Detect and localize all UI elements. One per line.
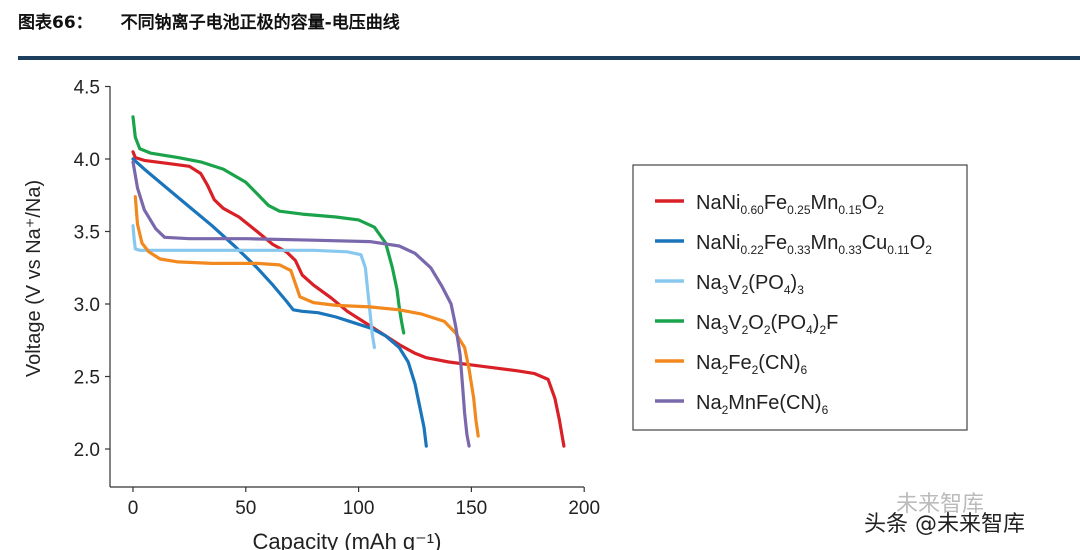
legend-label-part: 2 <box>819 323 826 337</box>
legend-label-part: 2 <box>877 203 884 217</box>
legend-label-part: 2 <box>752 363 759 377</box>
legend-label-part: 4 <box>784 283 791 297</box>
legend-box <box>632 164 968 431</box>
legend-label-part: Na <box>696 232 722 254</box>
legend-label-part: Na <box>696 392 722 414</box>
figure-title: 不同钠离子电池正极的容量-电压曲线 <box>120 13 400 33</box>
legend-label-part: F <box>826 312 838 334</box>
header-rule <box>18 56 1080 60</box>
legend-label-part: V <box>728 312 742 334</box>
legend-label-part: 0.15 <box>838 203 862 217</box>
curve-Na2MnFe(CN)6 <box>131 160 471 448</box>
watermark-faint: 未来智库 <box>896 492 985 517</box>
legend-label-part: 2 <box>722 363 729 377</box>
x-tick-label: 0 <box>128 498 139 519</box>
legend-label-part: 2 <box>764 323 771 337</box>
x-tick-label: 150 <box>456 498 488 519</box>
legend-label-part: 0.25 <box>787 203 811 217</box>
legend-label-part: ) <box>813 312 820 334</box>
y-tick-label: 2.0 <box>74 440 100 461</box>
legend-label-part: Fe <box>728 352 751 374</box>
legend-label: NaNi0.22​Fe0.33​Mn0.33​Cu0.11​O2​ <box>696 232 932 257</box>
legend-label-part: V <box>728 272 742 294</box>
legend-label-part: Fe <box>764 232 787 254</box>
chart-axes: 2.0 2.5 3.0 3.5 4.0 4.5 0 50 100 150 200 Capacity (… <box>23 78 600 550</box>
legend-label-part: ) <box>791 272 798 294</box>
legend-label-part: 3 <box>797 283 804 297</box>
legend-label: Na2​MnFe(CN)6​ <box>696 392 829 417</box>
legend-label-part: MnFe(CN) <box>728 392 821 414</box>
figure-label: 图表66： <box>18 13 93 33</box>
y-tick-label: 4.5 <box>74 78 100 99</box>
legend-label-part: Cu <box>862 232 888 254</box>
legend-label: Na3​V2​(PO4​)3​ <box>696 272 804 297</box>
legend-label-part: 3 <box>722 283 729 297</box>
legend-label-part: (PO <box>771 312 807 334</box>
legend-label: Na2​Fe2​(CN)6​ <box>696 352 808 377</box>
legend-label-part: 0.11 <box>887 243 910 257</box>
legend-label-part: 6 <box>822 403 829 417</box>
legend-label-part: O <box>862 192 878 214</box>
y-tick-label: 3.5 <box>74 223 100 244</box>
legend-label-part: Mn <box>811 232 839 254</box>
y-tick-label: 2.5 <box>74 368 100 389</box>
x-tick-label: 50 <box>235 498 256 519</box>
legend-label-part: Na <box>696 352 722 374</box>
legend-label-part: 6 <box>801 363 808 377</box>
watermark-text: 头条 @未来智库 <box>864 512 1025 537</box>
legend-label: NaNi0.60​Fe0.25​Mn0.15​O2​ <box>696 192 884 217</box>
legend-label-part: Na <box>696 272 722 294</box>
legend-label-part: 2 <box>742 323 749 337</box>
legend-label-part: 0.60 <box>740 203 764 217</box>
chart-curves <box>131 115 566 448</box>
legend-label-part: 3 <box>722 323 729 337</box>
legend-label-part: Fe <box>764 192 787 214</box>
x-tick-label: 200 <box>568 498 600 519</box>
curve-Na3V2(PO4)3 <box>131 224 376 350</box>
legend-label-part: 0.33 <box>838 243 862 257</box>
y-tick-label: 4.0 <box>74 150 100 171</box>
curve-Na3V2O2(PO4)2F <box>131 115 406 335</box>
legend-label-part: 2 <box>925 243 932 257</box>
legend-label-part: 0.33 <box>787 243 811 257</box>
legend-label-part: 0.22 <box>740 243 764 257</box>
curve-NaNi0.60Fe0.25Mn0.15O2 <box>131 150 566 448</box>
legend-label-part: Ni <box>722 192 741 214</box>
legend-label-part: (CN) <box>758 352 800 374</box>
figure-header: 图表66： 不同钠离子电池正极的容量-电压曲线 <box>18 8 400 33</box>
legend-label-part: 4 <box>806 323 813 337</box>
legend-label: Na3​V2​O2​(PO4​)2​F <box>696 312 838 337</box>
x-tick-label: 100 <box>343 498 375 519</box>
y-tick-label: 3.0 <box>74 295 100 316</box>
curve-Na2Fe2(CN)6 <box>133 195 480 438</box>
legend-label-part: Na <box>696 192 722 214</box>
y-axis-label: Voltage (V vs Na⁺/Na) <box>23 180 45 377</box>
curve-NaNi0.22Fe0.33Mn0.33Cu0.11O2 <box>131 157 428 448</box>
legend-label-part: (PO <box>748 272 784 294</box>
legend-label-part: 2 <box>742 283 749 297</box>
legend-label-part: 2 <box>722 403 729 417</box>
legend-label-part: O <box>910 232 926 254</box>
x-axis-label: Capacity (mAh g⁻¹) <box>253 529 442 550</box>
legend-label-part: Mn <box>811 192 839 214</box>
legend-label-part: O <box>748 312 764 334</box>
legend-label-part: Na <box>696 312 722 334</box>
legend-label-part: Ni <box>722 232 741 254</box>
chart-legend: NaNi0.60​Fe0.25​Mn0.15​O2​ NaNi0.22​Fe0.3… <box>632 164 968 431</box>
